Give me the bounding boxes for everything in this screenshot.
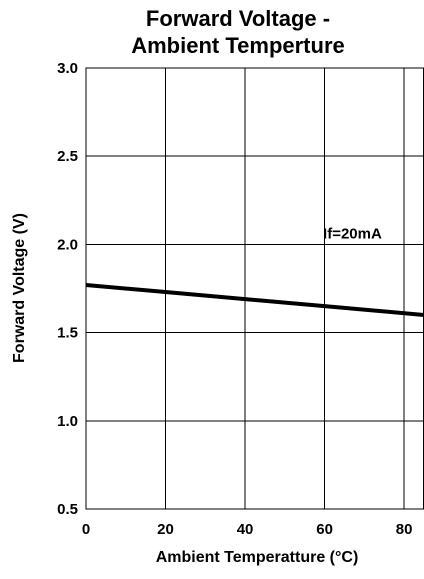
x-tick-labels: 0 20 40 60 80 [82, 521, 413, 538]
x-tick-label: 80 [396, 521, 413, 538]
x-axis-label: Ambient Temperatture (°C) [156, 549, 359, 566]
y-axis-label: Forward Voltage (V) [11, 213, 28, 363]
chart-title: Forward Voltage - Ambient Temperture [131, 6, 345, 58]
y-tick-label: 3.0 [57, 60, 78, 77]
y-tick-label: 1.0 [57, 413, 78, 430]
series-group [85, 283, 424, 317]
series-line [85, 283, 424, 317]
y-tick-label: 1.5 [57, 325, 78, 342]
y-tick-label: 2.5 [57, 148, 78, 165]
x-tick-label: 40 [237, 521, 254, 538]
chart-title-line-2: Ambient Temperture [131, 33, 345, 58]
y-tick-labels: 3.0 2.5 2.0 1.5 1.0 0.5 [57, 60, 78, 518]
annotations-group: If=20mA [323, 225, 382, 242]
y-tick-label: 0.5 [57, 501, 78, 518]
chart-title-line-1: Forward Voltage - [146, 6, 330, 31]
x-tick-label: 60 [316, 521, 333, 538]
annotation-label: If=20mA [323, 225, 382, 242]
x-tick-label: 0 [82, 521, 90, 538]
x-tick-label: 20 [157, 521, 174, 538]
y-tick-label: 2.0 [57, 236, 78, 253]
